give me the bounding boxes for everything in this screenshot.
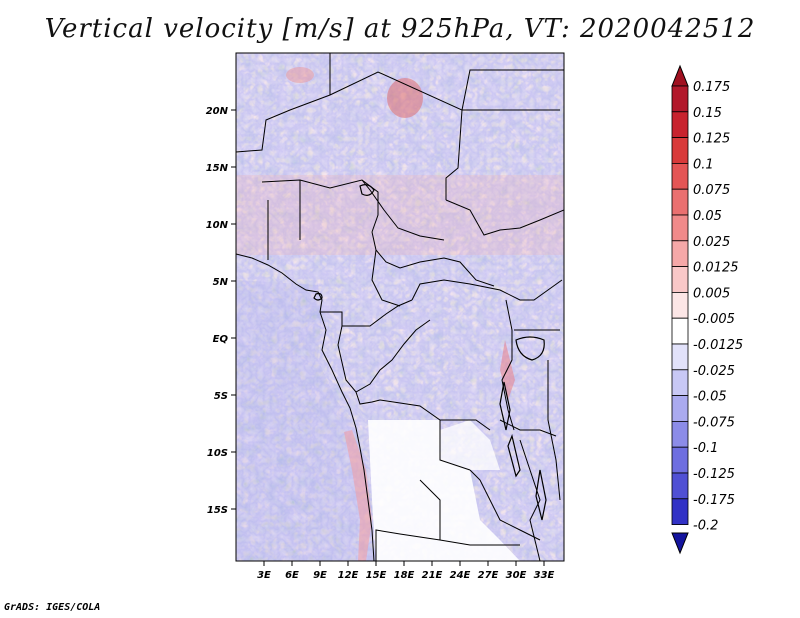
colorbar-bottom-arrow [671, 532, 689, 555]
grads-credit: GrADS: IGES/COLA [4, 602, 101, 613]
lat-label: 5N [213, 277, 229, 288]
colorbar-level-label: 0.025 [693, 235, 730, 250]
colorbar-swatch [671, 369, 689, 396]
colorbar-swatch [671, 498, 689, 525]
lon-label: 24E [450, 570, 471, 581]
colorbar-swatch [671, 188, 689, 216]
lat-label: 15S [207, 505, 228, 516]
map-frame [235, 52, 565, 562]
colorbar-top-arrow [671, 64, 689, 87]
colorbar-swatch [671, 291, 689, 319]
colorbar-level-label: -0.1 [693, 441, 718, 456]
colorbar-swatch [671, 240, 689, 268]
lat-label: EQ [213, 334, 229, 345]
longitude-axis: 3E 6E 9E 12E 15E 18E 21E 24E 27E 30E 33E [257, 561, 555, 581]
colorbar-swatch [671, 162, 689, 190]
lon-label: 18E [394, 570, 415, 581]
lon-label: 27E [478, 570, 499, 581]
colorbar-level-label: 0.1 [693, 157, 714, 172]
colorbar-level-label: -0.0125 [693, 338, 743, 353]
colorbar-level-label: -0.175 [693, 493, 735, 508]
colorbar-swatch [671, 85, 689, 113]
colorbar-swatch [671, 111, 689, 139]
colorbar-swatch [671, 343, 689, 371]
colorbar-swatch [671, 266, 689, 293]
colorbar-level-label: 0.0125 [693, 261, 739, 276]
latitude-axis: 20N 15N 10N 5N EQ 5S 10S 15S [206, 106, 236, 516]
country-borders [236, 53, 564, 561]
lon-label: 3E [257, 570, 271, 581]
lon-label: 15E [366, 570, 387, 581]
vertical-velocity-field [236, 53, 564, 561]
lat-label: 20N [206, 106, 229, 117]
lat-label: 5S [214, 391, 228, 402]
lon-label: 12E [338, 570, 359, 581]
lat-label: 10S [207, 448, 228, 459]
colorbar-level-label: 0.075 [693, 183, 730, 198]
colorbar-level-label: -0.005 [693, 312, 735, 327]
colorbar-level-label: 0.125 [693, 132, 730, 147]
colorbar-swatch [671, 317, 689, 345]
map-title: Vertical velocity [m/s] at 925hPa, VT: 2… [44, 14, 756, 44]
colorbar-level-label: -0.075 [693, 415, 735, 430]
colorbar-level-label: 0.175 [693, 80, 730, 95]
lon-label: 6E [285, 570, 299, 581]
colorbar: 0.175 0.15 0.125 0.1 0.075 0.05 0.025 0.0125 0.0… [671, 64, 743, 555]
colorbar-level-label: -0.125 [693, 467, 735, 482]
colorbar-swatch [671, 446, 689, 474]
colorbar-swatch [671, 137, 689, 164]
colorbar-level-label: 0.005 [693, 286, 730, 301]
colorbar-level-label: 0.15 [693, 106, 722, 121]
lon-label: 9E [313, 570, 327, 581]
colorbar-level-label: -0.2 [693, 519, 718, 534]
colorbar-level-label: 0.05 [693, 209, 722, 224]
lat-label: 15N [206, 163, 229, 174]
colorbar-swatch [671, 472, 689, 500]
colorbar-level-label: -0.025 [693, 364, 735, 379]
colorbar-swatch [671, 420, 689, 448]
colorbar-swatch [671, 214, 689, 242]
lon-label: 33E [534, 570, 555, 581]
colorbar-swatch [671, 395, 689, 422]
colorbar-level-label: -0.05 [693, 390, 727, 405]
lon-label: 30E [506, 570, 527, 581]
lat-label: 10N [206, 220, 229, 231]
lon-label: 21E [422, 570, 443, 581]
